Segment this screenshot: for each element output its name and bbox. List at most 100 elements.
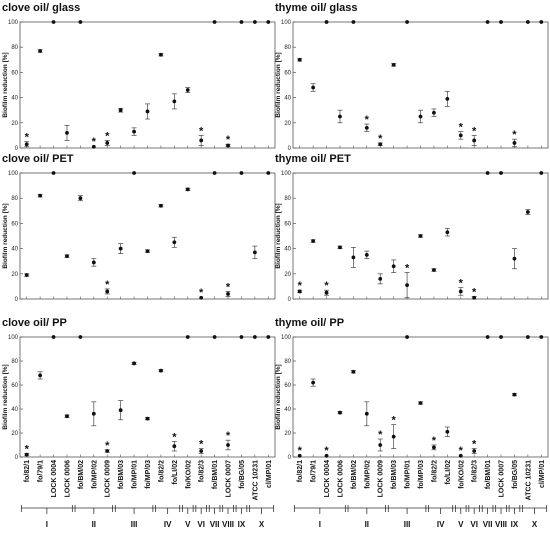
y-tick-label: 100 bbox=[8, 20, 19, 26]
data-point bbox=[239, 20, 244, 24]
y-tick-label: 0 bbox=[288, 146, 292, 152]
x-tick-label: fo/MP/01 bbox=[405, 460, 412, 489]
x-tick-label: fo/79/1 bbox=[311, 460, 318, 482]
x-tick-label: fo/MP/02 bbox=[91, 460, 98, 489]
y-tick-label: 100 bbox=[281, 335, 292, 341]
y-tick-label: 0 bbox=[288, 297, 292, 303]
data-point bbox=[338, 410, 342, 415]
x-tick-label: fo/82/3 bbox=[472, 460, 479, 482]
group-label: VIII bbox=[495, 520, 507, 529]
data-point bbox=[226, 143, 230, 148]
x-tick-label: fo/BG/05 bbox=[512, 460, 519, 489]
data-point bbox=[132, 171, 136, 175]
significance-star: * bbox=[324, 280, 329, 292]
x-tick-label: fo/KO/02 bbox=[185, 460, 192, 489]
group-label: I bbox=[46, 520, 48, 529]
panel-title: thyme oil/ PET bbox=[275, 153, 351, 165]
data-point bbox=[351, 369, 356, 374]
y-tick-label: 40 bbox=[284, 407, 291, 413]
data-point bbox=[458, 289, 463, 294]
data-point bbox=[324, 453, 329, 458]
data-point bbox=[145, 109, 150, 114]
chart-panel-1: clove oil/ glass Biofilm reduction [%] 0 20… bbox=[2, 2, 276, 152]
y-tick-label: 0 bbox=[15, 146, 19, 152]
significance-star: * bbox=[378, 429, 383, 441]
panel-title: clove oil/ glass bbox=[2, 2, 80, 14]
data-point bbox=[226, 443, 230, 447]
significance-star: * bbox=[105, 279, 110, 291]
data-point bbox=[172, 240, 177, 245]
data-point bbox=[512, 141, 517, 145]
y-tick-label: 80 bbox=[11, 359, 18, 365]
y-tick-label: 20 bbox=[11, 431, 18, 437]
group-label: IX bbox=[511, 520, 519, 529]
x-tick-label: LOCK 0007 bbox=[226, 460, 233, 497]
x-tick-label: fo/KO/02 bbox=[458, 460, 465, 489]
data-point bbox=[199, 138, 204, 143]
chart-panel-6: thyme oil/ PP Biofilm reduction [%] 0 20 40 6… bbox=[275, 317, 549, 529]
data-point bbox=[212, 171, 217, 175]
group-label: IV bbox=[437, 520, 445, 529]
y-tick-label: 0 bbox=[288, 455, 292, 461]
data-point bbox=[38, 49, 43, 53]
group-label: II bbox=[92, 520, 96, 529]
data-point bbox=[525, 335, 530, 339]
data-point bbox=[118, 108, 123, 113]
plot-frame bbox=[292, 336, 549, 458]
y-tick-label: 60 bbox=[284, 383, 291, 389]
data-point bbox=[266, 20, 271, 24]
data-point bbox=[132, 361, 136, 366]
significance-star: * bbox=[472, 286, 477, 298]
data-point bbox=[445, 230, 450, 235]
data-point bbox=[252, 250, 257, 255]
data-point bbox=[405, 283, 409, 288]
significance-star: * bbox=[25, 443, 30, 455]
x-tick-label: fo/MP/03 bbox=[145, 460, 152, 489]
x-tick-label: LOCK 0009 bbox=[105, 460, 112, 497]
y-tick-label: 40 bbox=[11, 96, 18, 102]
data-point bbox=[132, 129, 136, 134]
x-tick-label: fo/BM/01 bbox=[485, 460, 492, 489]
data-point bbox=[539, 20, 544, 24]
y-axis-label: Biofilm reduction [%] bbox=[2, 52, 9, 117]
x-tick-label: LOCK 0004 bbox=[324, 460, 331, 497]
y-tick-label: 40 bbox=[284, 247, 291, 253]
y-axis-label: Biofilm reduction [%] bbox=[275, 52, 282, 117]
data-point bbox=[324, 290, 329, 295]
data-point bbox=[391, 264, 396, 269]
data-point bbox=[338, 245, 342, 250]
data-point bbox=[105, 449, 110, 453]
x-tick-label: LOCK 0009 bbox=[378, 460, 385, 497]
data-point bbox=[159, 52, 163, 57]
y-tick-label: 20 bbox=[284, 272, 291, 278]
data-point bbox=[51, 171, 56, 175]
data-point bbox=[539, 171, 544, 175]
data-point bbox=[159, 368, 163, 373]
data-point bbox=[105, 289, 110, 294]
x-tick-label: fo/82/2 bbox=[158, 460, 165, 482]
data-point bbox=[311, 239, 316, 243]
data-point bbox=[38, 373, 43, 378]
x-tick-label: fo/MP/03 bbox=[418, 460, 425, 489]
y-tick-label: 20 bbox=[284, 121, 291, 127]
y-tick-label: 40 bbox=[11, 247, 18, 253]
x-tick-label: fo/MP/01 bbox=[132, 460, 139, 489]
group-label: VIII bbox=[222, 520, 234, 529]
data-point bbox=[499, 171, 503, 175]
significance-star: * bbox=[199, 125, 204, 137]
data-point bbox=[378, 276, 383, 281]
data-point bbox=[252, 20, 257, 24]
data-point bbox=[458, 133, 463, 138]
y-tick-label: 0 bbox=[15, 297, 19, 303]
data-point bbox=[458, 453, 463, 458]
x-tick-label: cl/MP/01 bbox=[539, 460, 546, 488]
data-point bbox=[391, 434, 396, 439]
data-point bbox=[185, 335, 190, 339]
data-point bbox=[51, 20, 56, 24]
significance-star: * bbox=[512, 129, 517, 141]
y-tick-label: 40 bbox=[284, 96, 291, 102]
x-tick-label: LOCK 0004 bbox=[51, 460, 58, 497]
y-tick-label: 60 bbox=[284, 221, 291, 227]
y-tick-label: 60 bbox=[11, 70, 18, 76]
